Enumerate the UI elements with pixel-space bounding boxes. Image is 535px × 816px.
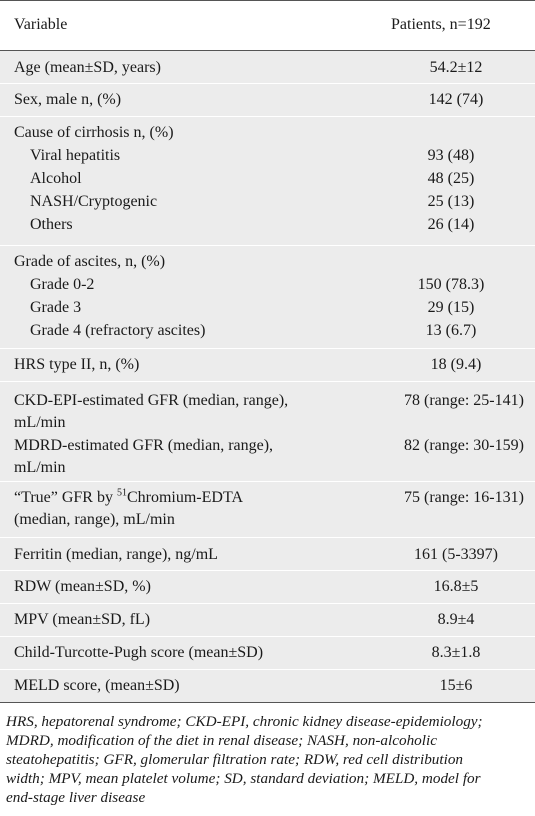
row-sublabel: Grade 3 (30, 299, 82, 316)
row-value: 54.2±12 (429, 59, 483, 76)
table-header: Variable Patients, n=192 (0, 0, 535, 51)
row-sublabel: Others (30, 216, 73, 233)
row-child-turcotte-pugh: Child-Turcotte-Pugh score (mean±SD) 8.3±… (0, 637, 535, 670)
row-grade-of-ascites: Grade of ascites, n, (%) Grade 0-2 150 (… (0, 246, 535, 349)
row-value: 48 (25) (427, 170, 475, 187)
row-label-continued: mL/min (14, 414, 66, 431)
row-meld: MELD score, (mean±SD) 15±6 (0, 670, 535, 703)
row-label: Cause of cirrhosis n, (%) (14, 124, 174, 141)
footnote-line: HRS, hepatorenal syndrome; CKD-EPI, chro… (6, 713, 483, 730)
row-label-continued: (median, range), mL/min (14, 511, 175, 528)
table-footnote: HRS, hepatorenal syndrome; CKD-EPI, chro… (6, 712, 531, 807)
row-age: Age (mean±SD, years) 54.2±12 (0, 51, 535, 84)
footnote-line: width; MPV, mean platelet volume; SD, st… (6, 770, 481, 787)
row-label: MELD score, (mean±SD) (14, 677, 180, 694)
row-cause-of-cirrhosis: Cause of cirrhosis n, (%) Viral hepatiti… (0, 117, 535, 246)
row-value: 8.9±4 (437, 611, 475, 628)
row-true-gfr: “True” GFR by 51Chromium-EDTA (median, r… (0, 482, 535, 538)
row-label: Ferritin (median, range), ng/mL (14, 546, 218, 563)
row-label: HRS type II, n, (%) (14, 356, 140, 373)
row-value: 26 (14) (427, 216, 475, 233)
row-label: MDRD-estimated GFR (median, range), (14, 437, 274, 454)
row-value: 13 (6.7) (425, 322, 477, 339)
row-mpv: MPV (mean±SD, fL) 8.9±4 (0, 604, 535, 637)
row-label: RDW (mean±SD, %) (14, 578, 151, 595)
footnote-line: steatohepatitis; GFR, glomerular filtrat… (6, 751, 464, 768)
row-value: 16.8±5 (433, 578, 479, 595)
row-sublabel: Viral hepatitis (30, 147, 121, 164)
row-sublabel: NASH/Cryptogenic (30, 193, 158, 210)
row-value: 18 (9.4) (430, 356, 482, 373)
header-variable: Variable (14, 16, 68, 33)
row-label: Sex, male n, (%) (14, 91, 122, 108)
row-sublabel: Alcohol (30, 170, 82, 187)
row-value: 29 (15) (427, 299, 475, 316)
header-patients: Patients, n=192 (391, 16, 491, 33)
row-estimated-gfr: CKD-EPI-estimated GFR (median, range), m… (0, 382, 535, 482)
row-label: Age (mean±SD, years) (14, 59, 161, 76)
row-rdw: RDW (mean±SD, %) 16.8±5 (0, 571, 535, 604)
row-sex: Sex, male n, (%) 142 (74) (0, 84, 535, 117)
row-sublabel: Grade 4 (refractory ascites) (30, 322, 206, 339)
row-label: Grade of ascites, n, (%) (14, 253, 166, 270)
row-label: Child-Turcotte-Pugh score (mean±SD) (14, 644, 264, 661)
row-hrs-type-ii: HRS type II, n, (%) 18 (9.4) (0, 349, 535, 382)
row-value: 161 (5-3397) (414, 546, 498, 563)
row-label-continued: mL/min (14, 459, 66, 476)
row-label: CKD-EPI-estimated GFR (median, range), (14, 392, 289, 409)
footnote-line: MDRD, modification of the diet in renal … (6, 732, 437, 749)
row-value: 93 (48) (427, 147, 475, 164)
row-label: “True” GFR by 51Chromium-EDTA (14, 487, 244, 506)
row-sublabel: Grade 0-2 (30, 276, 95, 293)
row-value: 75 (range: 16-131) (404, 489, 524, 506)
row-value: 150 (78.3) (417, 276, 485, 293)
footnote-line: end-stage liver disease (6, 789, 146, 806)
patient-characteristics-table: Variable Patients, n=192 Age (mean±SD, y… (0, 0, 535, 703)
row-label: MPV (mean±SD, fL) (14, 611, 151, 628)
row-value: 15±6 (439, 677, 473, 694)
row-value: 25 (13) (427, 193, 475, 210)
row-ferritin: Ferritin (median, range), ng/mL 161 (5-3… (0, 538, 535, 571)
row-value: 142 (74) (428, 91, 484, 108)
row-value: 78 (range: 25-141) (404, 392, 524, 409)
row-value: 82 (range: 30-159) (404, 437, 524, 454)
row-value: 8.3±1.8 (431, 644, 481, 661)
